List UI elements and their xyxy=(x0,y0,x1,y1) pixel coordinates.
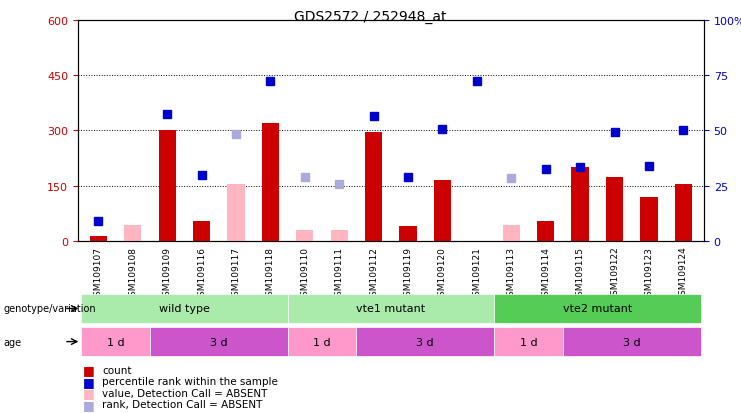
Text: vte2 mutant: vte2 mutant xyxy=(562,304,632,314)
Text: value, Detection Call = ABSENT: value, Detection Call = ABSENT xyxy=(102,388,268,398)
Bar xyxy=(563,327,700,356)
Text: genotype/variation: genotype/variation xyxy=(4,304,96,314)
Text: GSM109123: GSM109123 xyxy=(645,246,654,301)
Text: GSM109107: GSM109107 xyxy=(94,246,103,301)
Bar xyxy=(494,327,563,356)
Bar xyxy=(675,185,692,242)
Text: ■: ■ xyxy=(83,375,95,388)
Text: vte1 mutant: vte1 mutant xyxy=(356,304,425,314)
Text: GSM109122: GSM109122 xyxy=(610,246,619,301)
Bar xyxy=(150,327,288,356)
Text: percentile rank within the sample: percentile rank within the sample xyxy=(102,376,278,386)
Text: GSM109109: GSM109109 xyxy=(163,246,172,301)
Text: ■: ■ xyxy=(83,386,95,399)
Bar xyxy=(606,177,623,242)
Bar xyxy=(356,327,494,356)
Bar xyxy=(571,168,588,242)
Text: GSM109118: GSM109118 xyxy=(266,246,275,301)
Text: GDS2572 / 252948_at: GDS2572 / 252948_at xyxy=(294,10,447,24)
Text: 3 d: 3 d xyxy=(210,337,227,347)
Text: GSM109108: GSM109108 xyxy=(128,246,137,301)
Text: GSM109113: GSM109113 xyxy=(507,246,516,301)
Bar xyxy=(640,197,657,242)
Bar xyxy=(227,185,245,242)
Text: age: age xyxy=(4,337,21,347)
Bar xyxy=(82,294,288,324)
Text: GSM109124: GSM109124 xyxy=(679,246,688,301)
Text: GSM109120: GSM109120 xyxy=(438,246,447,301)
Bar xyxy=(434,181,451,242)
Text: GSM109117: GSM109117 xyxy=(231,246,241,301)
Text: rank, Detection Call = ABSENT: rank, Detection Call = ABSENT xyxy=(102,399,262,409)
Text: 3 d: 3 d xyxy=(416,337,434,347)
Text: ■: ■ xyxy=(83,363,95,376)
Text: 1 d: 1 d xyxy=(107,337,124,347)
Bar xyxy=(90,236,107,242)
Text: ■: ■ xyxy=(83,398,95,411)
Bar xyxy=(124,225,142,242)
Bar xyxy=(296,230,313,242)
Bar xyxy=(365,133,382,242)
Bar xyxy=(502,225,520,242)
Text: GSM109112: GSM109112 xyxy=(369,246,378,301)
Bar xyxy=(399,227,416,242)
Text: 1 d: 1 d xyxy=(313,337,331,347)
Text: GSM109110: GSM109110 xyxy=(300,246,310,301)
Text: GSM109121: GSM109121 xyxy=(472,246,482,301)
Bar xyxy=(288,294,494,324)
Bar xyxy=(537,221,554,242)
Bar xyxy=(330,230,348,242)
Text: GSM109111: GSM109111 xyxy=(335,246,344,301)
Text: GSM109119: GSM109119 xyxy=(404,246,413,301)
Text: count: count xyxy=(102,365,132,375)
Bar xyxy=(262,124,279,242)
Bar xyxy=(288,327,356,356)
Text: GSM109115: GSM109115 xyxy=(576,246,585,301)
Text: 3 d: 3 d xyxy=(623,337,640,347)
Text: GSM109114: GSM109114 xyxy=(541,246,551,301)
Text: GSM109116: GSM109116 xyxy=(197,246,206,301)
Bar xyxy=(82,327,150,356)
Bar xyxy=(193,221,210,242)
Bar xyxy=(159,131,176,242)
Text: wild type: wild type xyxy=(159,304,210,314)
Bar xyxy=(494,294,700,324)
Text: 1 d: 1 d xyxy=(519,337,537,347)
